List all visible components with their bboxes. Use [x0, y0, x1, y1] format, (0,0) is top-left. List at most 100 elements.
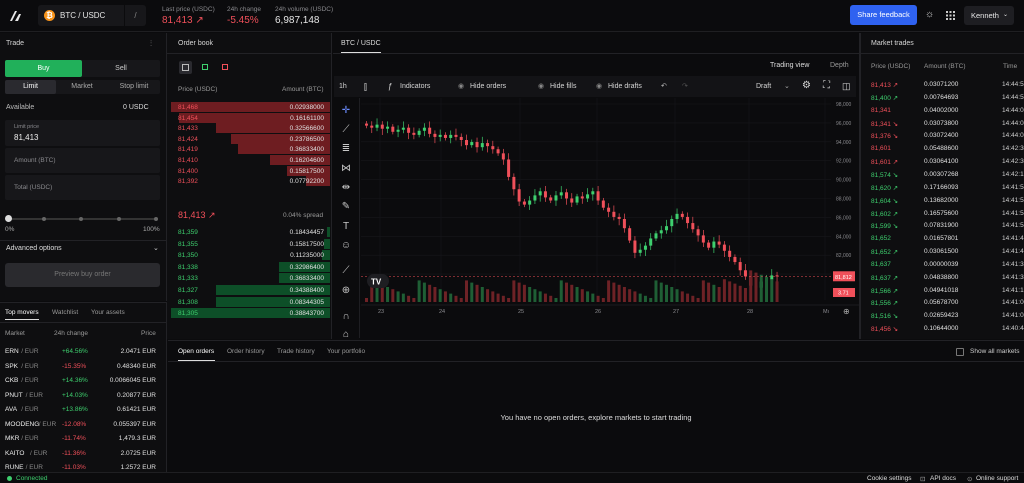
mover-row[interactable]: MKR / EUR -11.74% 1,479.3 EUR [0, 431, 166, 446]
cookie-settings-link[interactable]: Cookie settings [867, 475, 912, 482]
tab-open-orders[interactable]: Open orders [178, 348, 215, 355]
bid-row[interactable]: 81,327 0.34388400 [171, 285, 330, 296]
candle-body [401, 127, 405, 130]
slider-handle[interactable] [5, 215, 12, 222]
zoom-icon[interactable]: ⊕ [341, 285, 351, 296]
interval-selector[interactable]: 1h [339, 83, 347, 90]
theme-sun-icon[interactable]: ☼ [925, 9, 935, 20]
buy-tab[interactable]: Buy [5, 60, 82, 77]
tab-stop-limit[interactable]: Stop limit [119, 83, 149, 90]
ask-row[interactable]: 81,419 0.36833400 [171, 144, 330, 155]
view-bids-icon[interactable] [202, 64, 208, 70]
divider [0, 240, 166, 241]
tab-trade-history[interactable]: Trade history [277, 348, 315, 355]
trendline-icon[interactable]: ⟋ [342, 124, 350, 135]
bid-row[interactable]: 81,305 0.38843700 [171, 308, 330, 319]
tab-your-assets[interactable]: Your assets [91, 309, 125, 316]
bid-row[interactable]: 81,338 0.32986400 [171, 261, 330, 273]
advanced-options-toggle[interactable]: Advanced options [6, 245, 62, 252]
tab-market[interactable]: Market [71, 83, 93, 90]
share-feedback-button[interactable]: Share feedback [850, 5, 917, 25]
bid-row[interactable]: 81,355 0.15817500 [171, 238, 330, 250]
ask-row[interactable]: 81,468 0.02938000 [171, 102, 330, 113]
candle-body [380, 124, 384, 129]
ask-row[interactable]: 81,392 0.07792200 [171, 176, 330, 187]
ruler-icon[interactable]: ⟋ [342, 265, 350, 276]
settings-gear-icon[interactable]: ⚙ [802, 80, 811, 91]
mover-row[interactable]: CKB / EUR +14.36% 0.0066045 EUR [0, 373, 166, 388]
mover-row[interactable]: SPK / EUR -15.35% 0.48340 EUR [0, 359, 166, 374]
draft-selector[interactable]: Draft [756, 83, 772, 90]
depth-bar [215, 123, 330, 134]
bid-row[interactable]: 81,333 0.36833400 [171, 273, 330, 284]
hide-drafts-button[interactable]: Hide drafts [608, 83, 642, 90]
chart-tab[interactable]: BTC / USDC [341, 40, 381, 53]
chevron-down-icon[interactable]: ⌄ [153, 245, 159, 252]
tab-order-history[interactable]: Order history [227, 348, 265, 355]
trading-view-tab[interactable]: Trading view [770, 62, 810, 69]
mover-row[interactable]: RUNE / EUR -11.03% 1.2572 EUR [0, 460, 166, 475]
candle-type-icon[interactable]: ⫿ [364, 82, 367, 92]
apps-grid-icon[interactable] [946, 11, 955, 20]
depth-tab[interactable]: Depth [830, 62, 849, 69]
redo-icon[interactable]: ↷ [682, 83, 688, 90]
limit-price-field[interactable]: Limit price 81,413 [5, 120, 160, 146]
amount-field[interactable]: Amount (BTC) [5, 148, 160, 173]
view-both-sides-icon[interactable] [179, 61, 192, 74]
mover-row[interactable]: MOODENG / EUR -12.08% 0.055397 EUR [0, 417, 166, 432]
price-chart[interactable]: 98,000 96,000 94,000 92,000 90,000 88,000 86,0… [361, 98, 859, 338]
pair-switch-button[interactable]: / [124, 5, 146, 26]
api-docs-link[interactable]: API docs [930, 475, 957, 482]
emoji-icon[interactable]: ☺ [340, 240, 352, 251]
tab-top-movers[interactable]: Top movers [5, 309, 39, 320]
bid-row[interactable]: 81,308 0.08344305 [171, 296, 330, 308]
user-name: Kenneth [971, 11, 999, 20]
ask-row[interactable]: 81,454 0.16161100 [171, 112, 330, 124]
pair-selector[interactable]: ₿ BTC / USDC / [38, 5, 146, 26]
tab-limit[interactable]: Limit [5, 80, 56, 94]
pattern-icon[interactable]: ⋈ [341, 163, 351, 174]
mover-row[interactable]: KAITO / EUR -11.36% 2.0725 EUR [0, 446, 166, 461]
lock-icon[interactable]: ⌂ [342, 329, 350, 340]
x-tick-label: 24 [439, 309, 445, 315]
sell-tab[interactable]: Sell [115, 65, 127, 72]
trade-row: 81,376 ↘ 0.03072400 14:44:03 [861, 129, 1024, 142]
undo-icon[interactable]: ↶ [661, 83, 667, 90]
fullscreen-icon[interactable]: ⛶ [823, 80, 830, 91]
ask-row[interactable]: 81,424 0.23786500 [171, 133, 330, 145]
x-tick-label: 28 [747, 309, 753, 315]
col-24h-change[interactable]: 24h change [54, 330, 88, 337]
ask-row[interactable]: 81,433 0.32566600 [171, 123, 330, 134]
crosshair-icon[interactable]: ✛ [341, 105, 351, 116]
mover-row[interactable]: AVA / EUR +13.86% 0.61421 EUR [0, 402, 166, 417]
ask-row[interactable]: 81,410 0.16204600 [171, 155, 330, 166]
text-icon[interactable]: T [342, 221, 350, 232]
indicators-button[interactable]: Indicators [400, 83, 431, 90]
hide-fills-button[interactable]: Hide fills [550, 83, 577, 90]
projection-icon[interactable]: ⇹ [341, 182, 351, 193]
kraken-logo-icon[interactable] [8, 8, 24, 24]
fib-icon[interactable]: ≣ [341, 143, 351, 154]
mover-row[interactable]: PNUT / EUR +14.03% 0.20877 EUR [0, 388, 166, 403]
bid-row[interactable]: 81,350 0.11235000 [171, 250, 330, 261]
hide-orders-button[interactable]: Hide orders [470, 83, 507, 90]
online-support-link[interactable]: Online support [976, 475, 1019, 482]
ask-row[interactable]: 81,400 0.15817500 [171, 165, 330, 177]
tab-your-portfolio[interactable]: Your portfolio [327, 348, 366, 355]
bid-row[interactable]: 81,359 0.18434457 [171, 227, 330, 238]
user-menu-button[interactable]: Kenneth ⌄ [964, 6, 1014, 25]
tab-watchlist[interactable]: Watchlist [52, 309, 79, 316]
brush-icon[interactable]: ✎ [341, 201, 351, 212]
camera-icon[interactable]: ◫ [842, 81, 851, 91]
mover-row[interactable]: ERN / EUR +64.56% 2.0471 EUR [0, 344, 166, 359]
show-all-markets-label[interactable]: Show all markets [970, 348, 1020, 355]
magnet-icon[interactable]: ∩ [342, 311, 350, 322]
stat-last-price: Last price (USDC) 81,413 ↗ [162, 6, 215, 26]
depth-bar [306, 176, 330, 187]
preview-buy-order-button[interactable]: Preview buy order [5, 263, 160, 287]
candle-body [407, 127, 411, 133]
total-field[interactable]: Total (USDC) [5, 175, 160, 200]
settings-sliders-icon[interactable]: ⫶ [150, 39, 152, 48]
view-asks-icon[interactable] [222, 64, 228, 70]
show-all-markets-checkbox[interactable] [956, 348, 964, 356]
